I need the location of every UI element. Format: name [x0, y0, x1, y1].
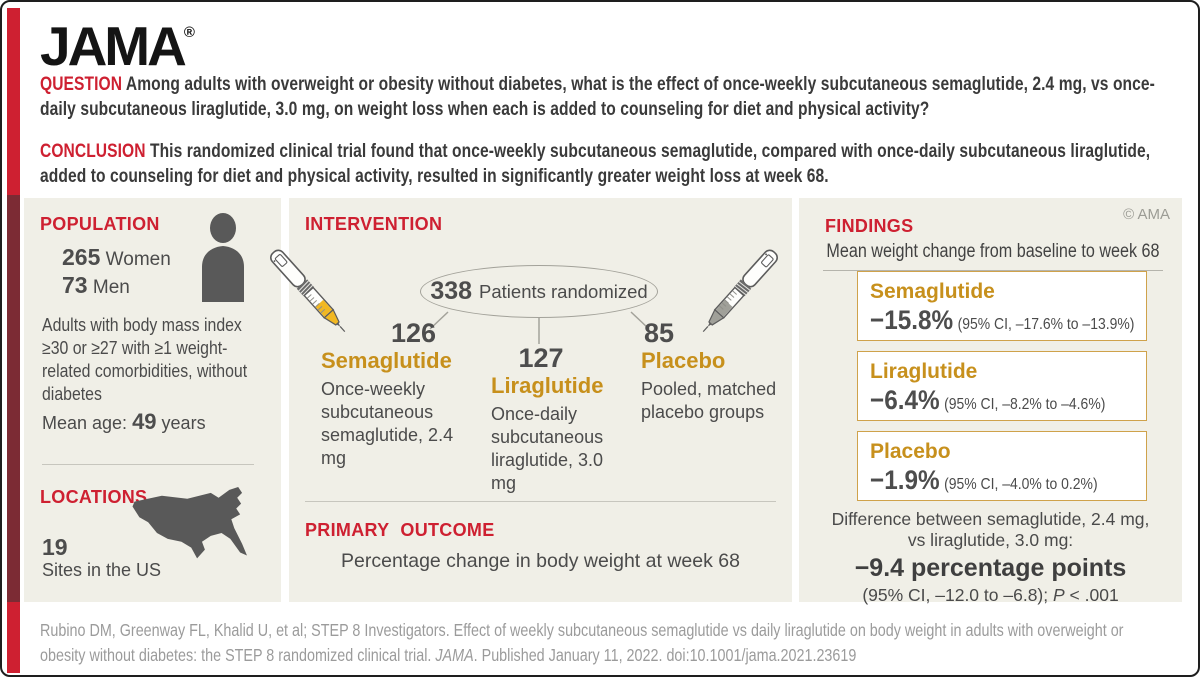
semaglutide-description: Once-weekly subcutaneous semaglutide, 2.… — [321, 379, 454, 468]
liraglutide-name: Liraglutide — [491, 373, 604, 398]
liraglutide-result-box: Liraglutide −6.4% (95% CI, –8.2% to –4.6%… — [857, 351, 1147, 421]
findings-label: FINDINGS — [825, 216, 914, 236]
liraglutide-description: Once-daily subcutaneous liraglutide, 3.0… — [491, 404, 604, 493]
difference-value: −9.4 percentage points — [854, 554, 1127, 582]
locations-label: LOCATIONS — [40, 487, 148, 507]
citation-journal: JAMA — [435, 645, 474, 665]
conclusion-text: This randomized clinical trial found tha… — [40, 141, 1151, 187]
placebo-n: 85 — [644, 318, 675, 348]
difference-ci: (95% CI, –12.0 to –6.8); P < .001 — [799, 585, 1182, 606]
population-description: Adults with body mass index ≥30 or ≥27 w… — [42, 315, 248, 404]
women-label: Women — [105, 249, 171, 270]
women-count: 265 — [62, 244, 101, 270]
findings-panel: © AMA FINDINGS Mean weight change from b… — [799, 198, 1182, 605]
us-map-icon — [132, 486, 247, 559]
liraglutide-result-row: −6.4% (95% CI, –8.2% to –4.6%) — [870, 385, 1108, 416]
mean-age-value: 49 — [132, 409, 157, 434]
intervention-label: INTERVENTION — [305, 214, 443, 234]
accent-bar-top — [7, 8, 20, 195]
sites-count: 19 — [42, 534, 68, 560]
question-text: Among adults with overweight or obesity … — [40, 74, 1155, 120]
semaglutide-result-ci: (95% CI, –17.6% to –13.9%) — [957, 316, 1135, 333]
population-panel: POPULATION 265 Women 73 Men Adults with … — [24, 198, 281, 602]
population-divider — [42, 464, 254, 465]
semaglutide-result-value: −15.8% — [870, 305, 954, 335]
semaglutide-n: 126 — [391, 318, 437, 348]
placebo-name: Placebo — [641, 348, 726, 373]
question-paragraph: QUESTION Among adults with overweight or… — [40, 72, 1165, 122]
randomized-count: 338 — [430, 277, 473, 305]
accent-bar-bottom — [7, 602, 20, 673]
patients-randomized-ellipse: 338 Patients randomized — [420, 265, 658, 318]
conclusion-paragraph: CONCLUSION This randomized clinical tria… — [40, 139, 1165, 189]
liraglutide-result-value: −6.4% — [870, 385, 940, 415]
sites-text: Sites in the US — [42, 560, 162, 580]
semaglutide-result-name: Semaglutide — [870, 280, 995, 303]
person-icon — [202, 213, 244, 302]
question-label: QUESTION — [40, 74, 123, 95]
registered-mark: ® — [183, 24, 195, 41]
placebo-description: Pooled, matched placebo groups — [641, 379, 777, 422]
conclusion-label: CONCLUSION — [40, 141, 146, 162]
randomization-connectors — [429, 311, 650, 344]
women-count-row: 265 Women — [62, 244, 171, 271]
primary-outcome-label: PRIMARY OUTCOME — [305, 520, 495, 540]
liraglutide-result-name: Liraglutide — [870, 360, 978, 383]
placebo-result-value: −1.9% — [870, 465, 940, 495]
semaglutide-name: Semaglutide — [321, 348, 452, 373]
placebo-result-name: Placebo — [870, 440, 951, 463]
mean-age-row: Mean age: 49 years — [42, 410, 206, 435]
placebo-result-box: Placebo −1.9% (95% CI, –4.0% to 0.2%) — [857, 431, 1147, 501]
citation-before: Rubino DM, Greenway FL, Khalid U, et al;… — [40, 620, 1124, 665]
primary-outcome-text: Percentage change in body weight at week… — [341, 550, 740, 572]
mean-age-suffix: years — [156, 413, 206, 433]
accent-bar-middle — [7, 195, 20, 602]
outcome-divider — [305, 501, 776, 502]
mean-age-prefix: Mean age: — [42, 413, 133, 433]
men-label: Men — [92, 277, 130, 298]
placebo-pen-icon — [702, 249, 778, 333]
men-count-row: 73 Men — [62, 272, 130, 299]
semaglutide-pen-icon — [270, 249, 346, 333]
liraglutide-n: 127 — [518, 343, 564, 373]
placebo-result-row: −1.9% (95% CI, –4.0% to 0.2%) — [870, 465, 1108, 496]
intervention-panel: INTERVENTION — [270, 198, 792, 602]
semaglutide-result-box: Semaglutide −15.8% (95% CI, –17.6% to –13… — [857, 271, 1147, 341]
difference-block: Difference between semaglutide, 2.4 mg, … — [799, 509, 1182, 606]
liraglutide-result-ci: (95% CI, –8.2% to –4.6%) — [944, 396, 1106, 413]
semaglutide-result-row: −15.8% (95% CI, –17.6% to –13.9%) — [870, 305, 1134, 336]
difference-line1: Difference between semaglutide, 2.4 mg, — [831, 509, 1150, 529]
citation-after: . Published January 11, 2022. doi:10.100… — [473, 645, 857, 665]
difference-ci-prefix: (95% CI, –12.0 to –6.8); — [862, 585, 1053, 605]
difference-line2: vs liraglutide, 3.0 mg: — [907, 530, 1074, 550]
jama-logo: JAMA® — [40, 14, 195, 78]
jama-logo-text: JAMA — [40, 15, 187, 77]
difference-p-rest: < .001 — [1064, 585, 1119, 605]
placebo-result-ci: (95% CI, –4.0% to 0.2%) — [944, 476, 1098, 493]
randomized-label: Patients randomized — [479, 280, 648, 302]
ama-copyright: © AMA — [1123, 206, 1170, 223]
difference-p: P — [1052, 585, 1065, 605]
citation: Rubino DM, Greenway FL, Khalid U, et al;… — [40, 618, 1165, 668]
population-label: POPULATION — [40, 214, 160, 234]
men-count: 73 — [62, 272, 88, 298]
findings-subtitle: Mean weight change from baseline to week… — [823, 241, 1163, 271]
